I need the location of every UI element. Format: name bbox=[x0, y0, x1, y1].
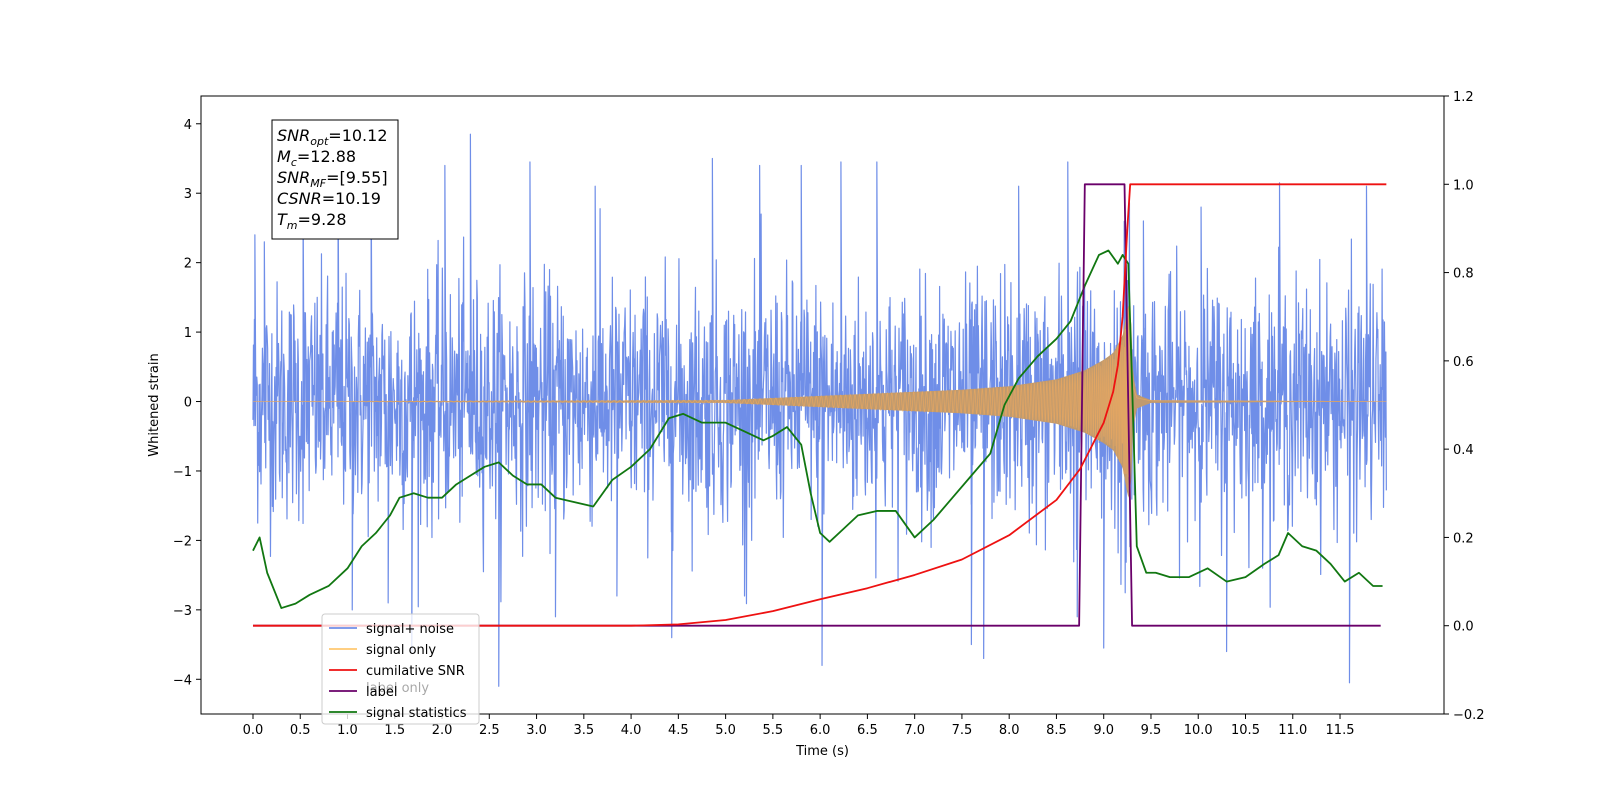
x-tick-label: 7.0 bbox=[904, 723, 925, 738]
y2-tick-label: 1.2 bbox=[1453, 90, 1474, 105]
legend-label: label bbox=[366, 685, 397, 700]
x-tick-label: 8.0 bbox=[999, 723, 1020, 738]
x-tick-label: 8.5 bbox=[1046, 723, 1067, 738]
y2-tick-label: 0.2 bbox=[1453, 531, 1474, 546]
y-tick-label: 2 bbox=[184, 257, 192, 272]
series-cumulative-snr bbox=[252, 183, 1387, 627]
y-tick-label: −4 bbox=[173, 673, 192, 688]
info-box-line: CSNR=10.19 bbox=[277, 189, 381, 208]
x-tick-label: 5.0 bbox=[715, 723, 736, 738]
x-tick-label: 9.0 bbox=[1093, 723, 1114, 738]
y2-tick-label: −0.2 bbox=[1453, 708, 1485, 723]
series-label bbox=[252, 183, 1381, 627]
x-tick-label: 0.5 bbox=[290, 723, 311, 738]
x-axis-label: Time (s) bbox=[795, 744, 849, 759]
info-box-line: Mc=12.88 bbox=[277, 147, 356, 169]
y-tick-label: 3 bbox=[184, 187, 192, 202]
series-signal-only bbox=[252, 306, 1387, 491]
info-box-line: Tm=9.28 bbox=[277, 210, 347, 232]
x-tick-label: 2.0 bbox=[432, 723, 453, 738]
info-value: =9.28 bbox=[298, 210, 347, 229]
legend-frame bbox=[321, 613, 480, 725]
x-tick-label: 0.0 bbox=[243, 723, 264, 738]
info-quantity: CSNR bbox=[277, 189, 322, 208]
x-tick-label: 3.0 bbox=[526, 723, 547, 738]
x-tick-label: 2.5 bbox=[479, 723, 500, 738]
legend-label: signal+ noise bbox=[366, 622, 454, 637]
legend-label: cumilative SNR bbox=[366, 664, 465, 679]
plot-area bbox=[252, 133, 1387, 687]
x-tick-label: 11.0 bbox=[1278, 723, 1307, 738]
info-subscript: c bbox=[291, 156, 297, 169]
info-box: SNRopt=10.12Mc=12.88SNRMF=[9.55]CSNR=10.… bbox=[271, 119, 399, 240]
y2-tick-label: 0.6 bbox=[1453, 355, 1474, 370]
series-signal-statistics bbox=[252, 249, 1383, 609]
info-box-line: SNRMF=[9.55] bbox=[277, 168, 388, 190]
y-tick-label: 4 bbox=[184, 118, 192, 133]
y-tick-label: −2 bbox=[173, 534, 192, 549]
y2-tick-label: 1.0 bbox=[1453, 178, 1474, 193]
y2-tick-label: 0.0 bbox=[1453, 620, 1474, 635]
info-quantity: T bbox=[277, 210, 288, 229]
info-box-line: SNRopt=10.12 bbox=[277, 126, 388, 148]
x-tick-label: 1.0 bbox=[337, 723, 358, 738]
legend: signal+ noise signal only cumilative SNR la… bbox=[321, 613, 480, 725]
x-tick-label: 5.5 bbox=[763, 723, 784, 738]
x-tick-label: 1.5 bbox=[384, 723, 405, 738]
info-value: =10.12 bbox=[328, 126, 387, 145]
x-tick-label: 3.5 bbox=[573, 723, 594, 738]
info-value: =12.88 bbox=[297, 147, 356, 166]
y2-tick-label: 0.8 bbox=[1453, 267, 1474, 282]
legend-label-hidden: label only bbox=[366, 681, 429, 696]
y-axis-label: Whitened strain bbox=[147, 353, 162, 456]
legend-label: signal statistics bbox=[366, 706, 467, 721]
info-subscript: opt bbox=[310, 135, 329, 148]
x-tick-label: 4.0 bbox=[621, 723, 642, 738]
legend-label: signal only bbox=[366, 643, 436, 658]
axis-ticks: 0.0 0.5 1.0 1.5 2.0 2.5 3.0 3.5 4.0 4.5 5.0 5.5 6.0 6… bbox=[173, 90, 1485, 738]
y-tick-label: 1 bbox=[184, 326, 192, 341]
x-tick-label: 7.5 bbox=[952, 723, 973, 738]
y2-tick-label: 0.4 bbox=[1453, 443, 1474, 458]
info-box-frame bbox=[271, 119, 399, 240]
axes-frame bbox=[200, 95, 1445, 715]
x-tick-label: 11.5 bbox=[1326, 723, 1355, 738]
info-value: =[9.55] bbox=[326, 168, 388, 187]
x-tick-label: 6.0 bbox=[810, 723, 831, 738]
y-tick-label: −1 bbox=[173, 465, 192, 480]
info-subscript: m bbox=[287, 219, 298, 232]
x-tick-label: 10.0 bbox=[1184, 723, 1213, 738]
info-quantity: SNR bbox=[277, 168, 310, 187]
info-subscript: MF bbox=[310, 177, 326, 190]
series-signal-noise bbox=[252, 133, 1387, 687]
x-tick-label: 4.5 bbox=[668, 723, 689, 738]
info-quantity: SNR bbox=[277, 126, 310, 145]
y-tick-label: −3 bbox=[173, 604, 192, 619]
x-tick-label: 10.5 bbox=[1231, 723, 1260, 738]
info-quantity: M bbox=[277, 147, 291, 166]
series-group bbox=[252, 133, 1387, 687]
info-value: =10.19 bbox=[322, 189, 381, 208]
y-tick-label: 0 bbox=[184, 396, 192, 411]
x-tick-label: 9.5 bbox=[1141, 723, 1162, 738]
x-tick-label: 6.5 bbox=[857, 723, 878, 738]
